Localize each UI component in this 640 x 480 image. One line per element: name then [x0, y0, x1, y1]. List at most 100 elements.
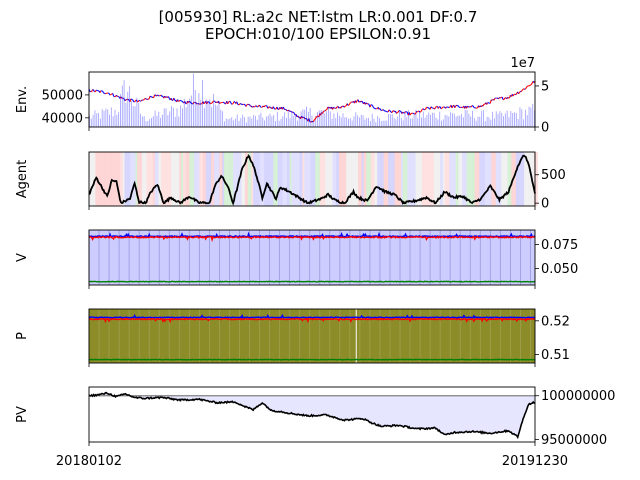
volume-bar: [125, 102, 127, 127]
price-segment: [290, 110, 292, 113]
volume-bar: [327, 107, 329, 127]
volume-bar: [227, 119, 229, 127]
volume-bar: [508, 117, 510, 127]
action-band: [251, 152, 254, 206]
volume-bar: [178, 116, 180, 127]
price-segment: [493, 97, 496, 101]
action-band: [421, 152, 429, 206]
volume-bar: [360, 114, 362, 127]
price-segment: [437, 106, 440, 109]
volume-bar: [386, 120, 388, 127]
price-segment: [282, 106, 285, 110]
price-segment: [499, 97, 501, 99]
volume-bar: [524, 109, 526, 127]
price-segment: [94, 89, 97, 92]
volume-bar: [220, 109, 222, 127]
action-band: [135, 152, 138, 206]
volume-bar: [503, 116, 504, 127]
volume-bar: [318, 110, 320, 127]
price-segment: [388, 109, 391, 112]
action-band: [137, 152, 143, 206]
action-band: [179, 152, 182, 206]
price-segment: [249, 104, 251, 107]
action-band: [219, 152, 223, 206]
price-segment: [430, 106, 433, 109]
action-band: [363, 152, 367, 206]
price-segment: [393, 110, 395, 113]
volume-bar: [218, 102, 220, 127]
price-segment: [147, 98, 150, 100]
volume-bar: [369, 121, 371, 127]
volume-bar: [515, 112, 517, 127]
volume-bar: [493, 118, 495, 127]
action-band: [310, 152, 316, 206]
volume-bar: [265, 116, 267, 127]
price-segment: [173, 97, 176, 101]
price-segment: [325, 108, 328, 111]
volume-bar: [437, 119, 439, 127]
volume-bar: [182, 108, 183, 127]
volume-bar: [211, 106, 213, 127]
action-band: [259, 152, 265, 206]
price-segment: [470, 105, 473, 108]
action-band: [282, 152, 288, 206]
volume-bar: [490, 119, 492, 127]
action-band: [458, 152, 463, 206]
volume-bar: [96, 113, 98, 127]
volume-bar: [510, 111, 512, 127]
action-band: [388, 152, 395, 206]
price-segment: [367, 103, 370, 105]
action-band: [110, 152, 114, 206]
volume-bar: [389, 114, 391, 127]
volume-bar: [109, 114, 110, 127]
price-segment: [346, 103, 349, 106]
volume-bar: [105, 108, 107, 127]
volume-bar: [366, 117, 368, 127]
price-segment: [434, 107, 437, 110]
price-segment: [417, 110, 419, 113]
volume-bar: [452, 113, 453, 127]
volume-bar: [264, 120, 266, 127]
action-band: [299, 152, 303, 206]
price-segment: [170, 97, 173, 101]
volume-bar: [103, 110, 105, 127]
volume-bar: [483, 110, 484, 127]
volume-bar: [477, 116, 479, 127]
price-segment: [518, 92, 520, 95]
price-segment: [308, 118, 311, 122]
price-segment: [270, 107, 272, 109]
price-segment: [134, 100, 136, 103]
figure-title-line1: [005930] RL:a2c NET:lstm LR:0.001 DF:0.7: [159, 8, 478, 26]
price-segment: [157, 94, 159, 97]
price-segment: [391, 110, 394, 113]
action-band: [166, 152, 172, 206]
action-band: [89, 152, 96, 206]
volume-bar: [267, 115, 269, 127]
pv-axes-frame: [88, 386, 536, 443]
price-segment: [372, 105, 375, 108]
volume-bar: [240, 118, 242, 127]
volume-bar: [171, 105, 172, 127]
pv-tick-label: 95000000: [541, 433, 607, 448]
volume-bar: [448, 116, 450, 127]
price-segment: [361, 100, 364, 103]
price-segment: [117, 95, 120, 98]
price-segment: [491, 99, 494, 101]
action-band: [211, 152, 215, 206]
env-right-tick-label: 0: [541, 121, 549, 136]
action-band: [383, 152, 389, 206]
action-band: [277, 152, 283, 206]
price-segment: [515, 93, 518, 95]
action-band: [336, 152, 340, 206]
action-band: [247, 152, 252, 206]
volume-bar: [286, 117, 287, 127]
price-segment: [208, 102, 211, 105]
price-segment: [227, 102, 230, 105]
volume-bar: [530, 107, 532, 127]
volume-bar: [388, 113, 390, 127]
action-band: [161, 152, 167, 206]
volume-bar: [322, 110, 324, 127]
volume-bar: [134, 106, 136, 127]
action-band: [273, 152, 279, 206]
volume-bar: [484, 121, 486, 127]
